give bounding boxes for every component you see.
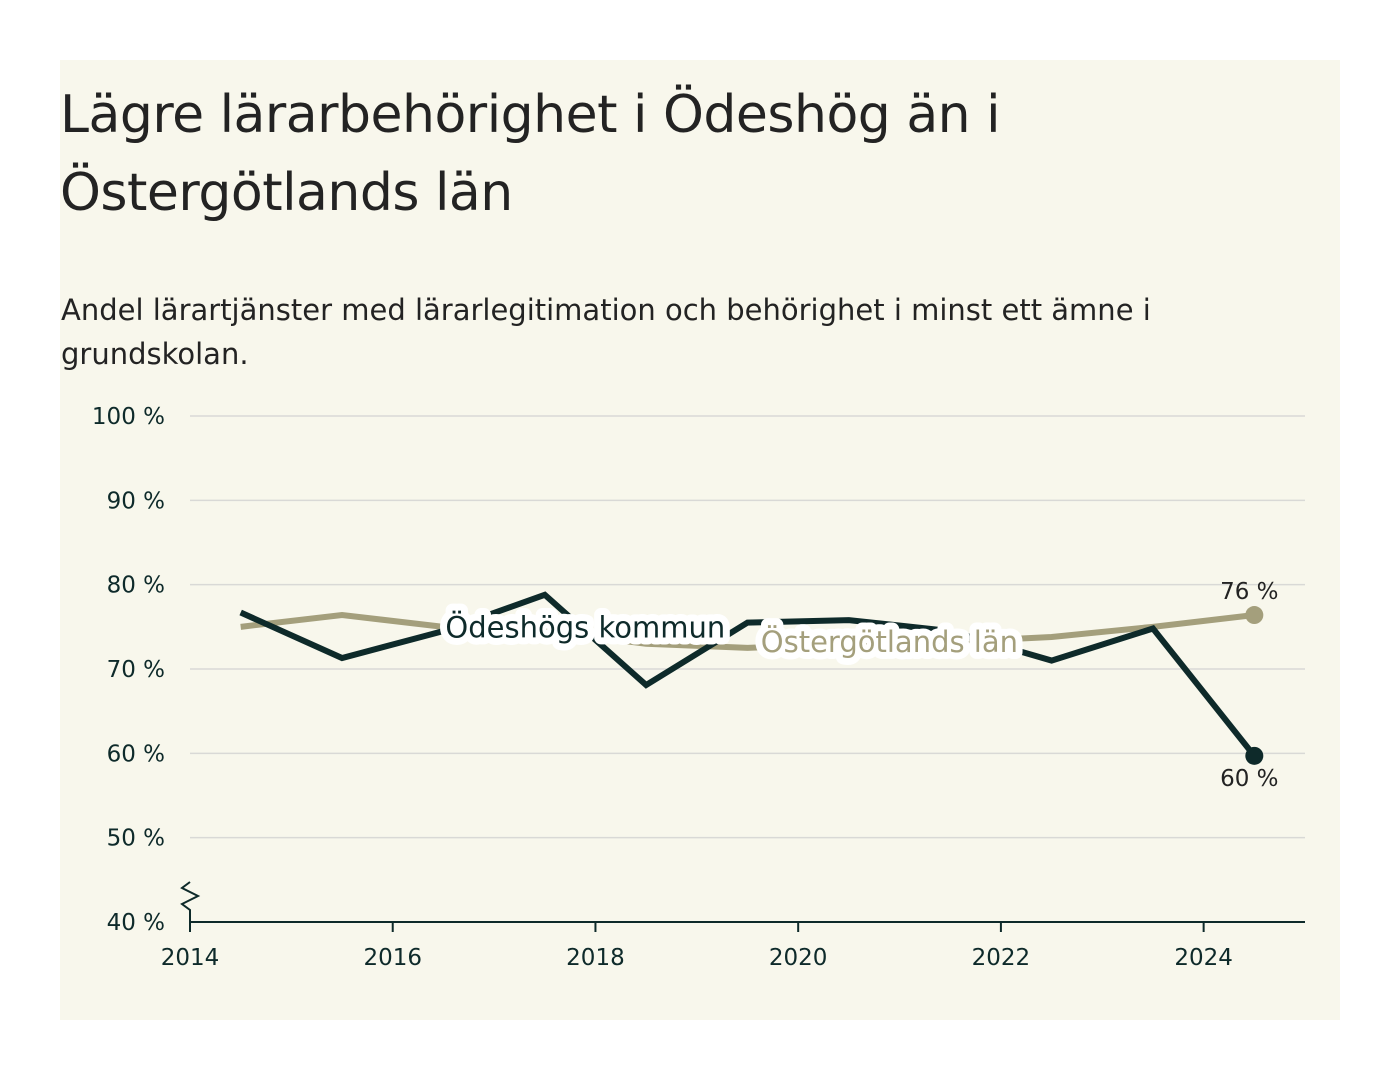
y-tick-label: 100 %	[92, 404, 165, 430]
series-label: Ödeshögs kommun	[445, 611, 725, 645]
axis-break-icon	[180, 881, 201, 922]
series-label-halo: Östergötlands län	[761, 625, 1018, 659]
x-tick-label: 2020	[769, 945, 828, 971]
chart-title: Lägre lärarbehörighet i Ödeshög än i Öst…	[60, 85, 1001, 223]
end-value-label: 76 %	[1220, 579, 1278, 605]
y-tick-label: 80 %	[107, 573, 165, 599]
end-point-1	[1245, 746, 1264, 765]
y-tick-label: 50 %	[107, 826, 165, 852]
x-tick-label: 2018	[566, 945, 625, 971]
series-line-1	[239, 591, 1257, 758]
y-tick-label: 60 %	[107, 741, 165, 767]
y-axis: 40 % 50 % 60 % 70 % 80 % 90 % 100 %	[92, 404, 201, 936]
y-tick-label: 70 %	[107, 657, 165, 683]
x-tick-label: 2022	[972, 945, 1031, 971]
series-line-0	[240, 612, 1255, 651]
chart-subtitle: Andel lärartjänster med lärarlegitimatio…	[61, 293, 1151, 371]
x-tick-label: 2016	[363, 945, 422, 971]
x-tick-label: 2014	[161, 945, 220, 971]
x-axis: 2014 2016 2018 2020 2022 2024	[161, 921, 1305, 971]
y-tick-label: 40 %	[107, 910, 165, 936]
series-lines	[239, 591, 1264, 765]
end-point-0	[1245, 606, 1264, 625]
y-tick-label: 90 %	[107, 488, 165, 514]
x-tick-label: 2024	[1174, 945, 1233, 971]
series-label-halo: Ödeshögs kommun	[445, 611, 725, 645]
series-label: Östergötlands län	[761, 625, 1018, 659]
grid-lines	[190, 415, 1305, 839]
end-value-label: 60 %	[1220, 766, 1278, 792]
chart-card	[60, 60, 1340, 1020]
